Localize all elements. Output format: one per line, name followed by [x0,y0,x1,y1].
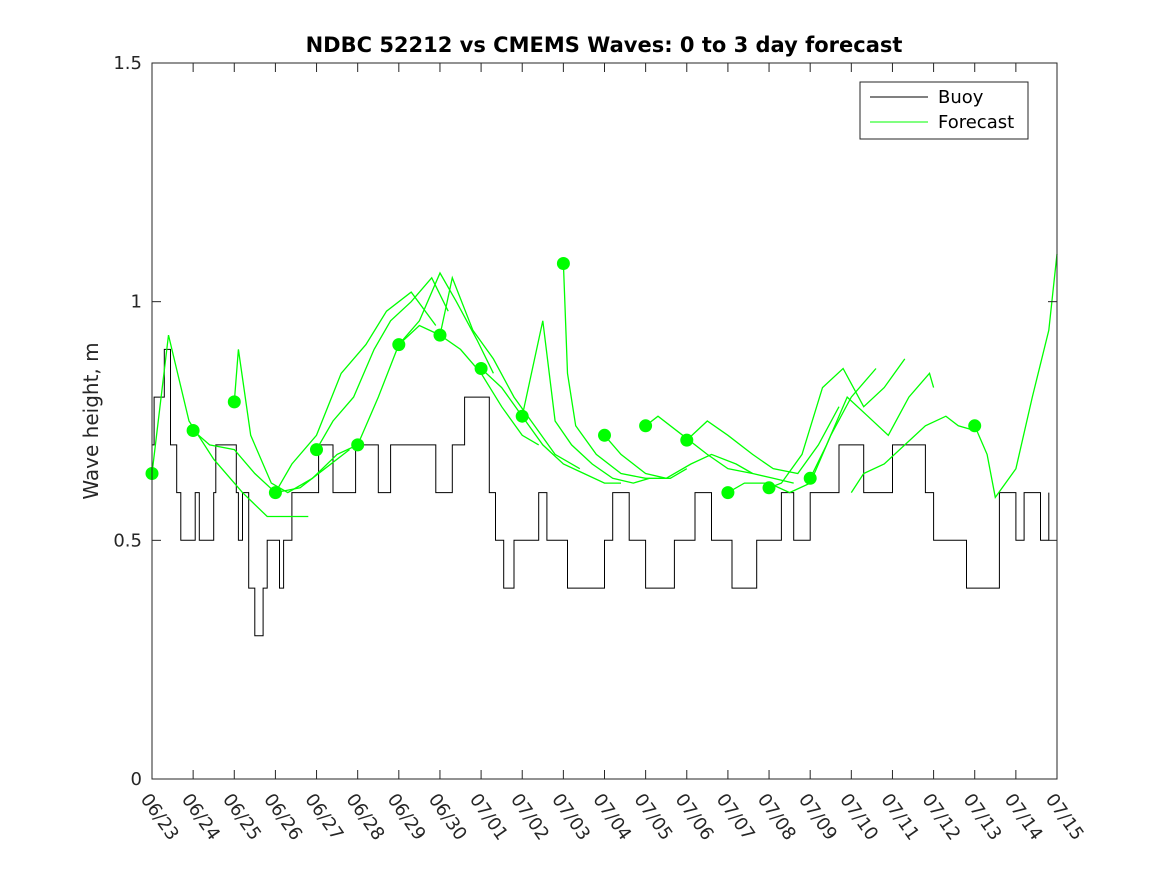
x-tick-label: 07/07 [712,790,759,845]
legend-box [859,81,1029,140]
forecast-start-point [598,428,611,442]
x-tick-label: 07/05 [630,790,677,845]
axes-box [151,62,1058,780]
forecast-start-point [227,395,241,409]
forecast-start-point [968,419,982,433]
x-tick-label: 07/15 [1041,790,1088,845]
forecast-series-line-14 [686,406,840,475]
forecast-series-line-18 [850,415,975,493]
forecast-start-point [351,438,365,452]
forecast-start-point [762,481,776,495]
legend: Buoy Forecast [859,81,1029,140]
forecast-series-line-1 [151,334,309,518]
x-tick-label: 07/04 [588,790,635,845]
forecast-series-line-15 [727,368,877,494]
y-axis-label: Wave height, m [79,342,103,499]
forecast-series-line-9 [480,368,621,484]
forecast-series-line-16 [768,358,906,489]
forecast-series-line-19 [974,253,1058,500]
forecast-start-point [310,443,323,457]
buoy-series-line [152,348,1050,637]
x-axis: 06/2306/2406/2506/2606/2706/2806/2906/30… [136,63,1088,844]
x-tick-label: 06/24 [177,790,224,845]
forecast-start-point [556,257,570,270]
forecast-series-line-6 [357,271,494,446]
forecast-start-point [433,328,447,342]
forecast-start-point [803,471,817,485]
forecast-start-point [680,433,694,447]
forecast-start-point [268,486,282,500]
forecast-series-line-8 [439,275,581,470]
x-tick-label: 06/30 [424,790,471,845]
forecast-start-point [721,486,735,500]
forecast-series-line-2 [192,430,350,494]
x-tick-label: 07/12 [917,790,964,845]
x-tick-label: 07/02 [506,790,553,845]
forecast-series-line-12 [604,434,753,479]
x-tick-label: 07/10 [835,790,882,845]
chart-title: NDBC 52212 vs CMEMS Waves: 0 to 3 day fo… [306,33,903,57]
x-tick-label: 06/27 [300,790,347,845]
x-tick-label: 07/11 [876,790,923,845]
forecast-series-line-10 [521,320,650,484]
x-tick-label: 06/25 [218,790,265,845]
forecast-series-line-17 [809,371,935,479]
forecast-start-point [515,409,529,423]
forecast-series-line-5 [315,276,449,450]
legend-forecast-label: Forecast [938,112,1014,133]
x-tick-label: 06/23 [136,790,183,845]
forecast-series-line-11 [562,263,688,479]
forecast-series-line-4 [274,291,437,493]
y-tick-label: 0.5 [113,530,142,551]
x-tick-label: 07/03 [547,790,594,845]
x-tick-label: 07/13 [959,790,1006,845]
x-tick-label: 06/29 [383,790,430,845]
x-tick-label: 06/26 [259,790,306,845]
y-axis: 0 0.5 1 1.5 [113,53,1057,790]
forecast-start-point [186,424,200,437]
forecast-series-line-7 [398,324,540,446]
y-tick-label: 1.5 [113,53,142,74]
x-tick-label: 07/14 [1000,790,1047,845]
x-tick-label: 07/01 [465,790,512,845]
y-tick-label: 1 [131,292,142,313]
plot-area [145,253,1058,637]
x-tick-label: 07/09 [794,790,841,845]
x-tick-label: 06/28 [342,790,389,845]
forecast-start-point [392,338,406,352]
legend-buoy-label: Buoy [938,87,984,108]
x-tick-label: 07/08 [753,790,800,845]
forecast-start-point [474,362,488,375]
x-tick-label: 07/06 [671,790,718,845]
forecast-start-point [639,419,653,433]
forecast-series-line-13 [645,415,794,484]
y-tick-label: 0 [131,769,142,790]
